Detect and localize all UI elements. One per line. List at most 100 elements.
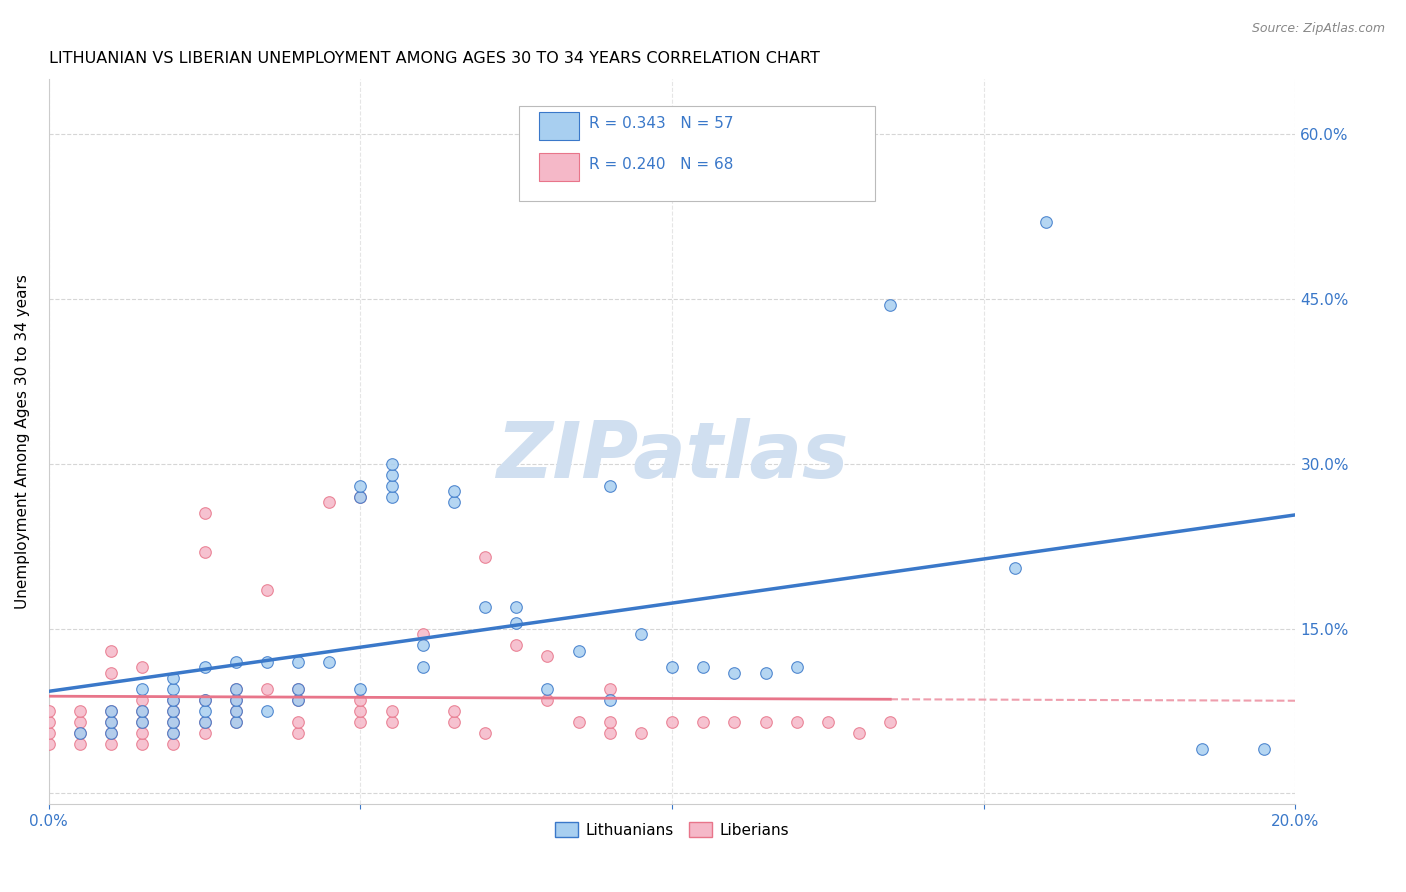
Point: [162, 726, 184, 740]
Point: [287, 681, 309, 696]
Point: [381, 457, 404, 471]
Point: [162, 737, 184, 751]
Point: [381, 704, 404, 718]
Point: [381, 479, 404, 493]
Point: [131, 737, 153, 751]
Point: [131, 714, 153, 729]
Text: R = 0.240   N = 68: R = 0.240 N = 68: [589, 157, 733, 172]
Point: [412, 638, 434, 652]
Point: [786, 714, 808, 729]
Point: [162, 714, 184, 729]
Point: [568, 643, 591, 657]
Point: [318, 655, 340, 669]
Point: [848, 726, 870, 740]
Point: [131, 693, 153, 707]
Point: [256, 655, 278, 669]
Point: [131, 704, 153, 718]
Point: [256, 704, 278, 718]
Point: [194, 726, 217, 740]
Point: [38, 726, 60, 740]
Point: [474, 550, 496, 565]
Point: [1253, 742, 1275, 756]
Point: [100, 643, 122, 657]
Point: [100, 665, 122, 680]
Point: [287, 693, 309, 707]
Point: [69, 737, 91, 751]
Point: [443, 714, 465, 729]
Point: [443, 484, 465, 499]
Point: [69, 726, 91, 740]
Point: [225, 681, 247, 696]
Point: [630, 726, 652, 740]
FancyBboxPatch shape: [538, 153, 579, 181]
Point: [225, 693, 247, 707]
Point: [599, 726, 621, 740]
Point: [256, 681, 278, 696]
Point: [536, 681, 558, 696]
Point: [474, 726, 496, 740]
Point: [630, 627, 652, 641]
Point: [599, 479, 621, 493]
Point: [225, 681, 247, 696]
Point: [381, 490, 404, 504]
Point: [162, 693, 184, 707]
Point: [69, 726, 91, 740]
Point: [723, 665, 745, 680]
Point: [131, 681, 153, 696]
Point: [162, 693, 184, 707]
Text: Source: ZipAtlas.com: Source: ZipAtlas.com: [1251, 22, 1385, 36]
Point: [661, 714, 683, 729]
Text: LITHUANIAN VS LIBERIAN UNEMPLOYMENT AMONG AGES 30 TO 34 YEARS CORRELATION CHART: LITHUANIAN VS LIBERIAN UNEMPLOYMENT AMON…: [49, 51, 820, 66]
Point: [162, 714, 184, 729]
Point: [131, 660, 153, 674]
Point: [879, 297, 901, 311]
Point: [100, 714, 122, 729]
Point: [536, 693, 558, 707]
Point: [69, 714, 91, 729]
Point: [723, 714, 745, 729]
Point: [318, 495, 340, 509]
Point: [225, 693, 247, 707]
FancyBboxPatch shape: [519, 106, 876, 201]
Point: [349, 704, 371, 718]
Point: [100, 737, 122, 751]
Point: [38, 714, 60, 729]
Point: [474, 599, 496, 614]
Point: [100, 714, 122, 729]
Point: [225, 704, 247, 718]
Y-axis label: Unemployment Among Ages 30 to 34 years: Unemployment Among Ages 30 to 34 years: [15, 275, 30, 609]
Point: [536, 648, 558, 663]
Point: [381, 714, 404, 729]
Point: [381, 467, 404, 482]
Legend: Lithuanians, Liberians: Lithuanians, Liberians: [548, 815, 796, 844]
Point: [1035, 215, 1057, 229]
Point: [100, 726, 122, 740]
Point: [349, 693, 371, 707]
Point: [817, 714, 839, 729]
Point: [131, 714, 153, 729]
Point: [162, 726, 184, 740]
Point: [412, 627, 434, 641]
Point: [162, 704, 184, 718]
Point: [599, 681, 621, 696]
Point: [162, 671, 184, 685]
Point: [599, 693, 621, 707]
Point: [505, 638, 527, 652]
Point: [131, 704, 153, 718]
Point: [505, 599, 527, 614]
Point: [568, 714, 591, 729]
Point: [349, 490, 371, 504]
Point: [412, 660, 434, 674]
Point: [287, 726, 309, 740]
Point: [786, 660, 808, 674]
Point: [194, 693, 217, 707]
Point: [661, 660, 683, 674]
Point: [349, 479, 371, 493]
Text: ZIPatlas: ZIPatlas: [496, 418, 848, 494]
Point: [38, 737, 60, 751]
Point: [879, 714, 901, 729]
Point: [194, 506, 217, 520]
Point: [69, 704, 91, 718]
Point: [443, 495, 465, 509]
Point: [131, 726, 153, 740]
